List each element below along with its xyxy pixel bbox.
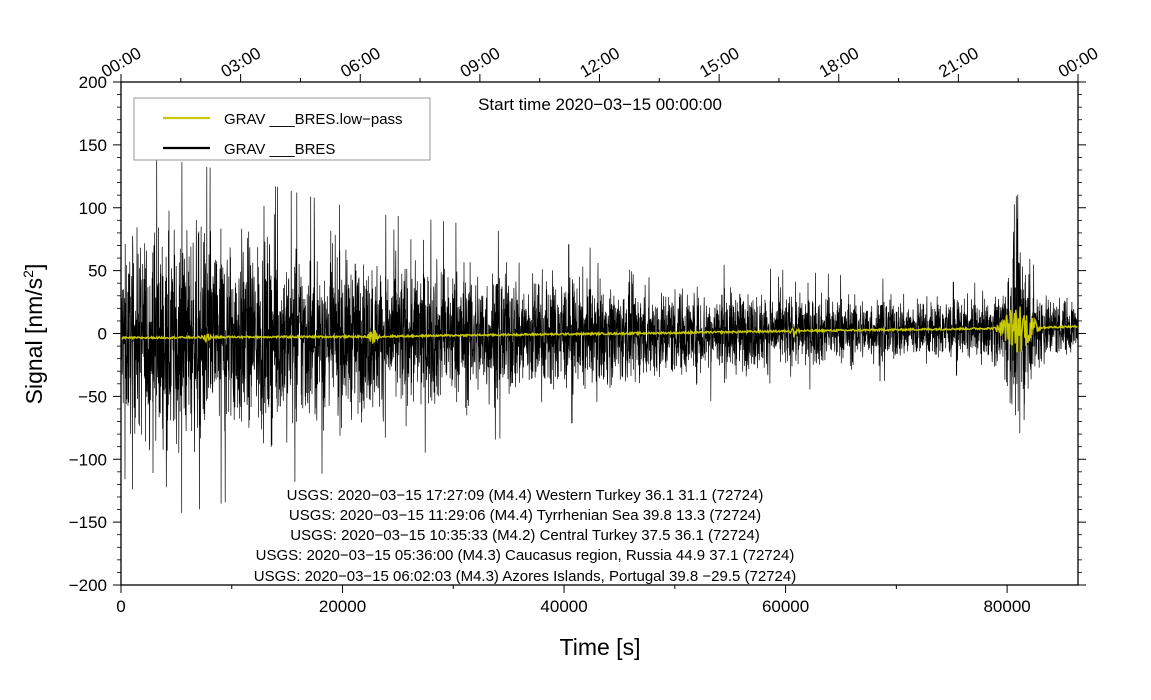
y-tick-label: 50 [88, 262, 107, 281]
event-annotation: USGS: 2020−03−15 06:02:03 (M4.3) Azores … [254, 568, 796, 585]
lowpass-trace-layer [121, 306, 1078, 353]
y-tick-label: −100 [69, 450, 107, 469]
x-tick-label: 0 [116, 597, 125, 616]
y-axis-title-end: ] [21, 264, 47, 270]
y-axis-title: Signal [nm/s2] [20, 264, 47, 405]
start-time-label: Start time 2020−03−15 00:00:00 [478, 95, 722, 114]
y-axis-title-sup: 2 [20, 270, 36, 278]
event-annotation: USGS: 2020−03−15 10:35:33 (M4.2) Central… [290, 527, 759, 544]
legend-box [133, 97, 431, 161]
y-tick-label: −50 [78, 387, 107, 406]
signal-trace-line [121, 157, 1078, 513]
y-axis-title-main: Signal [nm/s [21, 278, 47, 405]
x-tick-label: 20000 [319, 597, 366, 616]
legend-label-lowpass: GRAV ___BRES.low−pass [224, 111, 403, 128]
signal-trace-layer [121, 157, 1078, 513]
event-annotation: USGS: 2020−03−15 05:36:00 (M4.3) Caucasu… [256, 547, 795, 564]
event-annotation: USGS: 2020−03−15 17:27:09 (M4.4) Western… [287, 487, 764, 504]
x-tick-label: 60000 [762, 597, 809, 616]
y-tick-label: 150 [79, 136, 107, 155]
y-tick-label: 100 [79, 199, 107, 218]
x-axis-title: Time [s] [560, 634, 641, 660]
y-tick-label: −200 [69, 576, 107, 595]
legend-label-signal: GRAV ___BRES [224, 141, 335, 158]
event-annotation: USGS: 2020−03−15 11:29:06 (M4.4) Tyrrhen… [289, 507, 761, 524]
axis-ticks: 0 20000 40000 60000 80000 200 150 100 50 0 −50 −100… [69, 44, 1102, 616]
x-tick-label: 40000 [540, 597, 587, 616]
y-tick-label: 200 [79, 73, 107, 92]
y-tick-label: 0 [98, 325, 107, 344]
event-annotations: USGS: 2020−03−15 17:27:09 (M4.4) Western… [254, 487, 796, 585]
lowpass-trace-line [121, 306, 1078, 353]
legend: GRAV ___BRES.low−pass GRAV ___BRES [133, 97, 431, 161]
y-tick-label: −150 [69, 513, 107, 532]
x-tick-label: 80000 [983, 597, 1030, 616]
